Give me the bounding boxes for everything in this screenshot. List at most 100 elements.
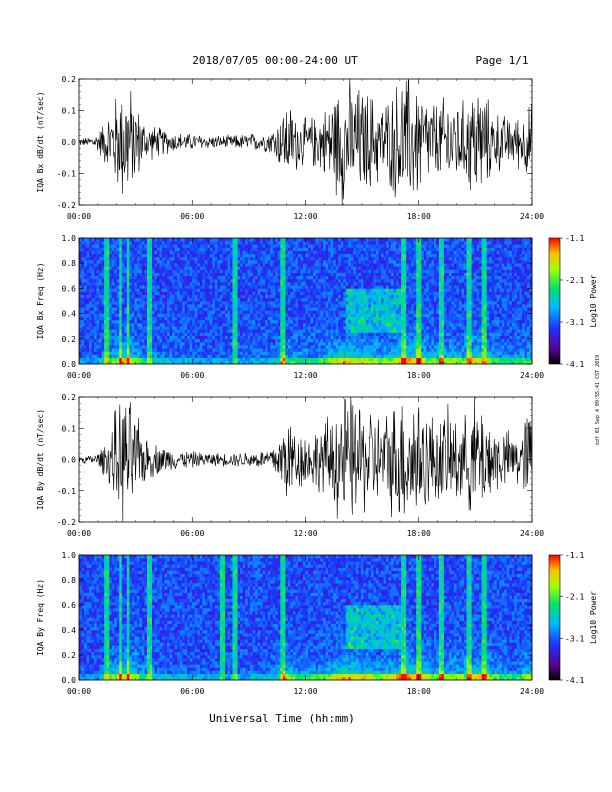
- spectrogram-cell: [240, 260, 243, 264]
- spectrogram-cell: [174, 341, 178, 346]
- spectrogram-cell: [235, 282, 238, 286]
- spectrogram-cell: [287, 329, 291, 333]
- spectrogram-cell: [134, 285, 138, 289]
- spectrogram-cell: [252, 323, 256, 327]
- spectrogram-cell: [280, 341, 284, 346]
- spectrogram-cell: [325, 316, 329, 321]
- spectrogram-cell: [119, 348, 123, 352]
- spectrogram-cell: [353, 354, 357, 358]
- spectrogram-cell: [84, 329, 87, 333]
- spectrogram-cell: [300, 335, 304, 340]
- spectrogram-cell: [230, 310, 233, 314]
- spectrogram-cell: [363, 341, 367, 346]
- spectrogram-cell: [204, 294, 208, 299]
- spectrogram-cell: [335, 278, 339, 283]
- spectrogram-cell: [157, 319, 160, 324]
- spectrogram-cell: [172, 272, 175, 277]
- spectrogram-cell: [292, 266, 296, 270]
- spectrogram-cell: [182, 238, 185, 242]
- spectrogram-cell: [358, 247, 362, 251]
- spectrogram-cell: [179, 341, 183, 346]
- spectrogram-cell: [106, 351, 110, 355]
- spectrogram-cell: [151, 332, 155, 336]
- spectrogram-cell: [89, 360, 92, 365]
- spectrogram-cell: [222, 294, 226, 299]
- spectrogram-cell: [375, 329, 379, 333]
- spectrogram-cell: [111, 291, 115, 295]
- spectrogram-cell: [199, 275, 203, 280]
- spectrogram-cell: [124, 301, 128, 305]
- spectrogram-cell: [192, 351, 196, 355]
- spectrogram-cell: [365, 316, 369, 321]
- spectrogram-cell: [345, 307, 349, 311]
- spectrogram-cell: [295, 285, 299, 289]
- spectrogram-cell: [194, 269, 198, 273]
- spectrogram-cell: [84, 288, 87, 292]
- spectrogram-cell: [187, 263, 191, 267]
- spectrogram-cell: [313, 297, 316, 302]
- spectrogram-cell: [333, 357, 336, 362]
- spectrogram-cell: [199, 250, 203, 255]
- spectrogram-cell: [222, 304, 226, 308]
- spectrogram-cell: [124, 297, 128, 302]
- spectrogram-cell: [265, 338, 269, 343]
- spectrogram-cell: [315, 291, 319, 295]
- spectrogram-cell: [121, 360, 125, 365]
- spectrogram-cell: [106, 348, 110, 352]
- spectrogram-cell: [141, 241, 145, 245]
- spectrogram-cell: [187, 345, 191, 349]
- spectrogram-cell: [300, 238, 304, 242]
- spectrogram-cell: [222, 341, 226, 346]
- spectrogram-cell: [207, 354, 211, 358]
- spectrogram-cell: [121, 294, 125, 299]
- spectrogram-cell: [222, 288, 226, 292]
- spectrogram-cell: [169, 341, 173, 346]
- spectrogram-cell: [358, 256, 362, 261]
- spectrogram-cell: [111, 354, 115, 358]
- spectrogram-cell: [300, 275, 304, 280]
- spectrogram-cell: [257, 272, 261, 277]
- spectrogram-cell: [167, 357, 170, 362]
- spectrogram-cell: [96, 341, 100, 346]
- spectrogram-cell: [159, 319, 163, 324]
- spectrogram-cell: [242, 301, 246, 305]
- spectrogram-cell: [381, 272, 384, 277]
- spectrogram-cell: [219, 278, 223, 283]
- spectrogram-cell: [323, 326, 326, 330]
- spectrogram-cell: [194, 310, 198, 314]
- spectrogram-cell: [240, 304, 243, 308]
- spectrogram-cell: [318, 256, 321, 261]
- spectrogram-cell: [126, 332, 130, 336]
- spectrogram-cell: [315, 335, 319, 340]
- spectrogram-cell: [358, 357, 362, 362]
- spectrogram-cell: [109, 316, 113, 321]
- spectrogram-cell: [187, 297, 191, 302]
- spectrogram-cell: [184, 307, 188, 311]
- spectrogram-cell: [240, 310, 243, 314]
- spectrogram-cell: [358, 244, 362, 248]
- spectrogram-cell: [333, 354, 336, 358]
- spectrogram-cell: [139, 332, 143, 336]
- spectrogram-cell: [363, 316, 367, 321]
- spectrogram-cell: [177, 332, 180, 336]
- spectrogram-cell: [313, 263, 316, 267]
- spectrogram-cell: [106, 253, 110, 258]
- spectrogram-cell: [381, 319, 384, 324]
- spectrogram-cell: [139, 256, 143, 261]
- spectrogram-cell: [325, 329, 329, 333]
- spectrogram-cell: [89, 357, 92, 362]
- spectrogram-cell: [295, 282, 299, 286]
- spectrogram-cell: [381, 278, 384, 283]
- spectrogram-cell: [182, 253, 185, 258]
- spectrogram-cell: [247, 272, 251, 277]
- spectrogram-cell: [227, 313, 231, 318]
- spectrogram-cell: [360, 307, 364, 311]
- spectrogram-cell: [204, 253, 208, 258]
- spectrogram-cell: [373, 310, 377, 314]
- spectrogram-cell: [109, 341, 113, 346]
- spectrogram-cell: [267, 285, 271, 289]
- spectrogram-cell: [240, 275, 243, 280]
- spectrogram-cell: [290, 238, 294, 242]
- spectrogram-cell: [86, 297, 90, 302]
- spectrogram-cell: [99, 241, 102, 245]
